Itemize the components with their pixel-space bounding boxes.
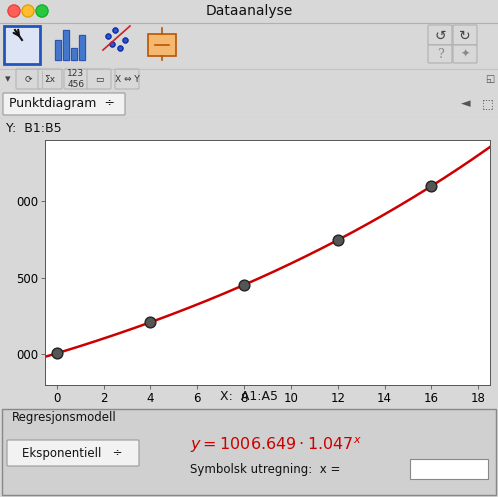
FancyBboxPatch shape [64, 69, 88, 89]
Text: X:  A1:A5: X: A1:A5 [220, 390, 278, 403]
Bar [55, 40, 61, 60]
FancyBboxPatch shape [410, 459, 488, 479]
Bar [55, 40, 61, 60]
FancyBboxPatch shape [4, 26, 40, 64]
Bar [63, 30, 69, 60]
FancyBboxPatch shape [148, 34, 176, 56]
FancyBboxPatch shape [38, 69, 62, 89]
Bar [71, 48, 77, 60]
Text: Punktdiagram  ÷: Punktdiagram ÷ [9, 97, 115, 110]
Text: Regresjonsmodell: Regresjonsmodell [12, 411, 117, 424]
FancyBboxPatch shape [16, 69, 40, 89]
FancyBboxPatch shape [115, 69, 139, 89]
Text: Σx: Σx [44, 75, 56, 83]
FancyBboxPatch shape [428, 25, 452, 45]
Text: ↻: ↻ [459, 29, 471, 43]
FancyBboxPatch shape [453, 25, 477, 45]
Text: ⟳: ⟳ [24, 75, 32, 83]
Text: ◱: ◱ [486, 74, 495, 84]
Text: $y = 1006.649 \cdot 1.047^{x}$: $y = 1006.649 \cdot 1.047^{x}$ [190, 435, 362, 455]
Text: Eksponentiell   ÷: Eksponentiell ÷ [22, 446, 122, 460]
Text: ▭: ▭ [95, 75, 103, 83]
Text: Dataanalyse: Dataanalyse [205, 4, 293, 18]
FancyBboxPatch shape [2, 409, 496, 495]
Text: 123
456: 123 456 [67, 69, 85, 88]
Text: Symbolsk utregning:  x =: Symbolsk utregning: x = [190, 463, 340, 476]
Point [146, 318, 154, 326]
FancyBboxPatch shape [7, 440, 139, 466]
Circle shape [36, 5, 48, 17]
Bar [79, 35, 85, 60]
Text: ✦: ✦ [460, 49, 470, 59]
FancyBboxPatch shape [3, 93, 125, 115]
FancyBboxPatch shape [453, 45, 477, 63]
Point [334, 236, 342, 244]
Text: ↺: ↺ [434, 29, 446, 43]
Text: X ⇔ Y: X ⇔ Y [115, 75, 139, 83]
Text: ⬚: ⬚ [482, 97, 494, 110]
Text: ?: ? [437, 48, 443, 61]
Bar [71, 48, 77, 60]
Text: ▾: ▾ [5, 74, 11, 84]
Text: ◄: ◄ [461, 97, 471, 110]
Point [53, 349, 61, 357]
Bar [79, 35, 85, 60]
Point [427, 182, 435, 190]
Text: Y:  B1:B5: Y: B1:B5 [6, 122, 62, 136]
FancyBboxPatch shape [428, 45, 452, 63]
FancyBboxPatch shape [87, 69, 111, 89]
Bar [63, 30, 69, 60]
Circle shape [8, 5, 20, 17]
Point [240, 281, 248, 289]
Circle shape [22, 5, 34, 17]
